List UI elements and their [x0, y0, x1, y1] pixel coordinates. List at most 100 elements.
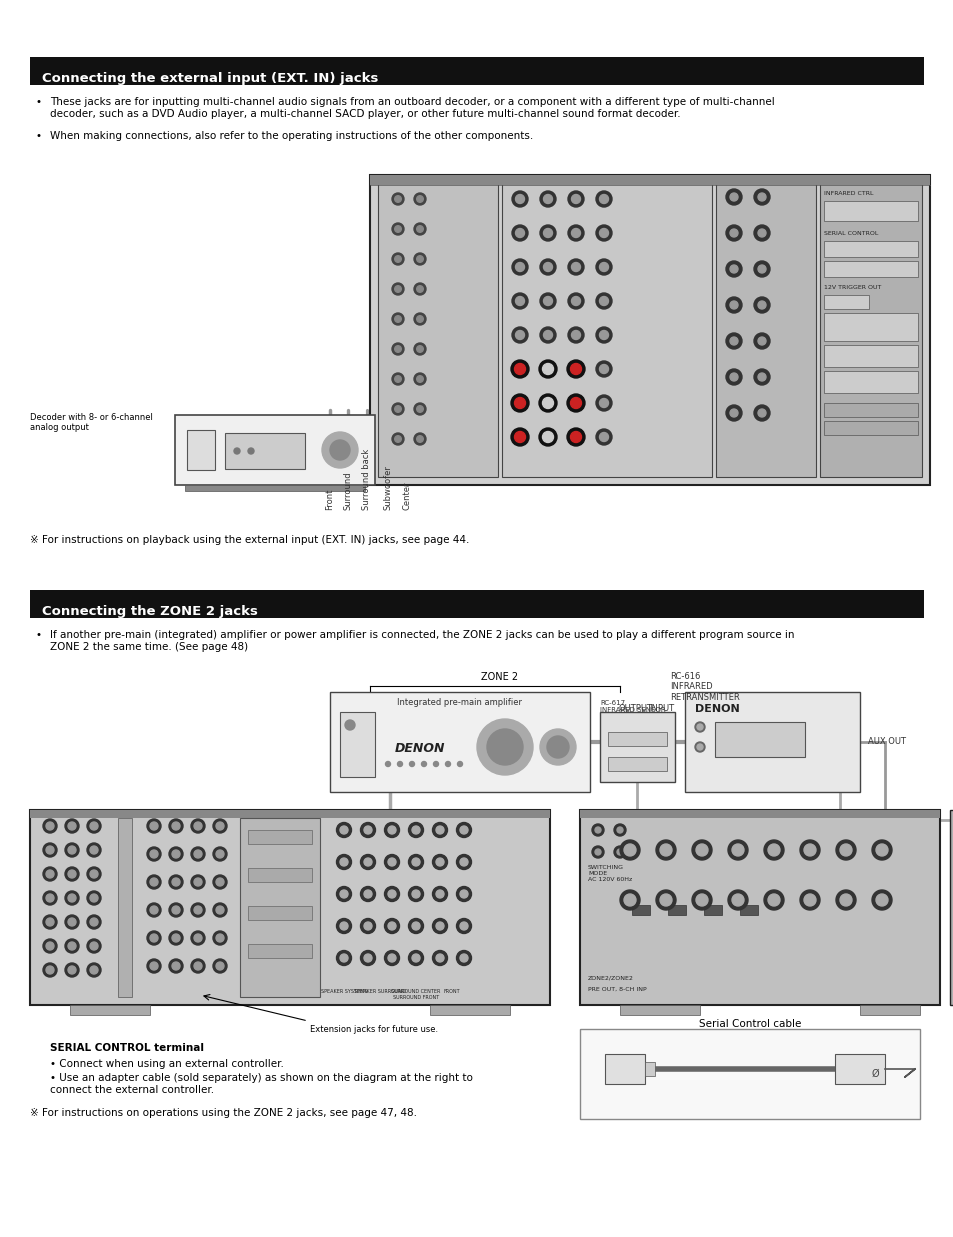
Circle shape [191, 903, 205, 917]
Circle shape [512, 293, 527, 309]
Text: Serial Control cable: Serial Control cable [699, 1019, 801, 1029]
Circle shape [90, 846, 98, 854]
Circle shape [459, 826, 468, 834]
Circle shape [592, 824, 603, 836]
Circle shape [800, 840, 820, 860]
Circle shape [191, 931, 205, 945]
Circle shape [571, 194, 579, 204]
Text: AUX OUT: AUX OUT [867, 737, 905, 746]
Circle shape [213, 875, 227, 889]
Circle shape [392, 313, 403, 325]
Circle shape [753, 225, 769, 241]
Bar [248, 868, 312, 882]
Circle shape [408, 823, 423, 837]
Bar [820, 183, 921, 477]
Text: ZONE 2: ZONE 2 [481, 672, 518, 682]
Circle shape [592, 846, 603, 858]
Circle shape [46, 918, 54, 927]
Text: Surround back: Surround back [362, 449, 371, 510]
Circle shape [65, 842, 79, 857]
Circle shape [436, 922, 443, 930]
Bar [823, 345, 917, 367]
Circle shape [725, 404, 741, 421]
Circle shape [336, 950, 351, 966]
Circle shape [147, 903, 161, 917]
Bar [248, 905, 312, 920]
Text: ※ For instructions on operations using the ZONE 2 jacks, see page 47, 48.: ※ For instructions on operations using t… [30, 1108, 416, 1118]
Circle shape [567, 395, 583, 411]
Circle shape [68, 823, 76, 830]
Circle shape [598, 365, 608, 374]
Bar [377, 183, 497, 477]
Circle shape [68, 894, 76, 902]
Circle shape [172, 878, 180, 886]
Text: SURROUND CENTER
SURROUND FRONT: SURROUND CENTER SURROUND FRONT [391, 990, 440, 999]
Circle shape [213, 903, 227, 917]
Circle shape [43, 915, 57, 929]
Circle shape [414, 343, 426, 355]
Bar [703, 905, 721, 915]
Circle shape [43, 939, 57, 952]
Circle shape [729, 265, 738, 273]
Circle shape [395, 225, 401, 233]
Circle shape [727, 889, 747, 910]
Circle shape [595, 849, 600, 855]
Circle shape [512, 395, 527, 411]
Circle shape [87, 962, 101, 977]
Circle shape [456, 887, 471, 902]
Circle shape [725, 189, 741, 205]
Text: INFRARED CTRL: INFRARED CTRL [823, 190, 873, 195]
Bar [187, 430, 214, 470]
Circle shape [515, 297, 524, 306]
Circle shape [395, 345, 401, 353]
Circle shape [567, 293, 583, 309]
Circle shape [150, 962, 158, 970]
Bar [607, 732, 666, 746]
Circle shape [65, 915, 79, 929]
Circle shape [191, 959, 205, 974]
Circle shape [567, 327, 583, 343]
Circle shape [65, 962, 79, 977]
Bar [185, 485, 365, 491]
Circle shape [542, 397, 553, 408]
Circle shape [697, 743, 702, 750]
Circle shape [619, 840, 639, 860]
Circle shape [598, 330, 608, 339]
Circle shape [432, 823, 447, 837]
Text: INPUT: INPUT [648, 704, 674, 713]
Circle shape [416, 286, 423, 292]
Circle shape [538, 360, 557, 379]
Circle shape [570, 364, 581, 375]
Circle shape [360, 887, 375, 902]
Bar [834, 1054, 884, 1084]
Circle shape [339, 858, 348, 866]
Circle shape [729, 301, 738, 309]
Circle shape [571, 330, 579, 339]
Circle shape [512, 327, 527, 343]
Circle shape [659, 894, 671, 905]
Circle shape [656, 840, 676, 860]
Circle shape [459, 858, 468, 866]
Circle shape [543, 330, 552, 339]
Circle shape [392, 223, 403, 235]
Circle shape [515, 330, 524, 339]
Circle shape [725, 369, 741, 385]
Circle shape [803, 844, 815, 856]
Circle shape [191, 875, 205, 889]
Circle shape [840, 844, 851, 856]
Circle shape [147, 875, 161, 889]
Circle shape [456, 919, 471, 934]
Circle shape [767, 844, 780, 856]
Circle shape [364, 889, 372, 898]
Circle shape [432, 887, 447, 902]
Circle shape [596, 259, 612, 275]
Circle shape [567, 190, 583, 207]
Text: When making connections, also refer to the operating instructions of the other c: When making connections, also refer to t… [50, 131, 533, 141]
Bar [30, 57, 923, 85]
Circle shape [567, 429, 583, 445]
Circle shape [875, 894, 887, 905]
Circle shape [68, 966, 76, 974]
Circle shape [571, 433, 579, 442]
Circle shape [871, 889, 891, 910]
Text: ZONE2/ZONE2: ZONE2/ZONE2 [587, 975, 633, 980]
